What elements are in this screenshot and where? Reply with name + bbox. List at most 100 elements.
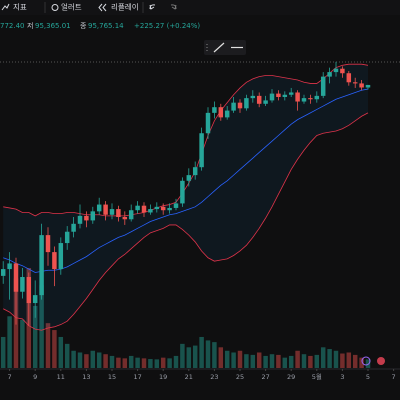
- x-tick-label: 11: [57, 373, 65, 381]
- candle-body: [295, 92, 300, 102]
- volume-bar: [64, 343, 70, 368]
- candle-body: [90, 211, 96, 221]
- candle-body: [109, 209, 115, 215]
- volume-bar: [180, 343, 185, 368]
- volume-bar: [52, 330, 57, 368]
- candle-body: [218, 107, 224, 118]
- volume-bar: [333, 350, 339, 368]
- x-tick-label: 7: [392, 373, 396, 381]
- candle-body: [122, 217, 128, 220]
- x-tick-label: 13: [82, 373, 90, 381]
- volume-bar: [199, 336, 204, 368]
- candle-body: [45, 235, 51, 253]
- candle-body: [20, 277, 25, 292]
- volume-bar: [109, 355, 115, 368]
- legend-low-label: 저: [27, 21, 33, 30]
- volume-bar: [96, 352, 102, 368]
- x-tick-label: 5월: [312, 372, 322, 381]
- indicator-icon[interactable]: [1, 3, 10, 11]
- replay-icon[interactable]: [98, 3, 107, 12]
- volume-bar: [160, 357, 166, 368]
- x-tick-label: 7: [8, 373, 12, 381]
- candle-body: [64, 231, 70, 244]
- x-tick-label: 21: [185, 373, 193, 381]
- redo-button[interactable]: [170, 4, 177, 10]
- volume-bar: [90, 350, 96, 368]
- volume-bar: [141, 358, 147, 368]
- volume-bar: [269, 354, 275, 368]
- legend-change: +225.27 (+0.24%): [134, 22, 200, 30]
- candle-body: [263, 100, 268, 104]
- volume-bar: [346, 352, 352, 368]
- x-tick-label: 9: [33, 373, 37, 381]
- volume-bar: [58, 336, 64, 368]
- x-tick-label: 27: [261, 373, 269, 381]
- volume-bar: [288, 355, 294, 368]
- legend-low: 95,365.01: [35, 22, 71, 30]
- band-middle: [3, 88, 369, 273]
- candle-body: [52, 252, 57, 270]
- x-tick-label: 15: [108, 373, 116, 381]
- candle-body: [340, 68, 345, 74]
- candle-body: [135, 205, 140, 211]
- candle-body: [154, 206, 160, 210]
- candle-body: [96, 204, 102, 212]
- volume-bar: [250, 354, 256, 368]
- event-icon[interactable]: [377, 357, 385, 365]
- candle-body: [39, 235, 44, 296]
- band-upper: [3, 63, 369, 217]
- volume-bar: [314, 354, 320, 368]
- volume-bar: [359, 357, 364, 368]
- volume-bar: [263, 355, 268, 368]
- candle-body: [346, 73, 352, 83]
- alert-icon[interactable]: [51, 4, 59, 11]
- volume-bar: [103, 354, 108, 368]
- candle-body: [288, 92, 294, 95]
- volume-bar: [320, 347, 326, 368]
- volume-bar: [32, 305, 38, 368]
- volume-bar: [128, 355, 134, 368]
- band-fill: [3, 64, 368, 331]
- candle-body: [84, 215, 89, 221]
- volume-bar: [237, 350, 243, 368]
- candle-body: [327, 72, 332, 77]
- volume-bar: [340, 353, 345, 368]
- trend-line-tool[interactable]: [213, 42, 225, 53]
- volume-bar: [301, 354, 307, 368]
- drawing-toolbar: [204, 40, 246, 55]
- candle-body: [58, 243, 64, 270]
- event-icon[interactable]: [361, 356, 371, 366]
- volume-bar: [205, 340, 211, 368]
- volume-bar: [154, 359, 160, 368]
- x-tick-label: 17: [133, 373, 141, 381]
- candle-body: [244, 98, 249, 109]
- candle-body: [71, 223, 76, 232]
- candle-body: [365, 84, 371, 88]
- volume-bar: [7, 316, 12, 368]
- candle-body: [320, 76, 326, 96]
- candle-body: [224, 110, 230, 118]
- candle-body: [103, 204, 108, 215]
- volume-bar: [77, 352, 83, 368]
- candle-body: [256, 95, 262, 104]
- candle-body: [308, 98, 313, 100]
- candle-body: [301, 98, 307, 102]
- alerts-button[interactable]: 얼러트: [61, 3, 82, 12]
- volume-bar: [256, 352, 262, 368]
- indicators-button[interactable]: 지표: [13, 3, 27, 12]
- top-toolbar: 지표 얼러트 리플레이: [0, 0, 400, 15]
- replay-button[interactable]: 리플레이: [111, 2, 139, 12]
- candle-body: [26, 277, 32, 304]
- volume-bar: [224, 350, 230, 368]
- x-tick-label: 19: [159, 373, 167, 381]
- candle-body: [276, 93, 281, 98]
- candle-body: [128, 210, 134, 220]
- x-tick-label: 3: [340, 373, 344, 381]
- volume-bar: [365, 359, 371, 368]
- volume-bar: [192, 345, 198, 368]
- candle-body: [314, 95, 320, 100]
- undo-button[interactable]: [149, 4, 156, 10]
- plot-area: [0, 61, 371, 368]
- candle-body: [212, 107, 217, 113]
